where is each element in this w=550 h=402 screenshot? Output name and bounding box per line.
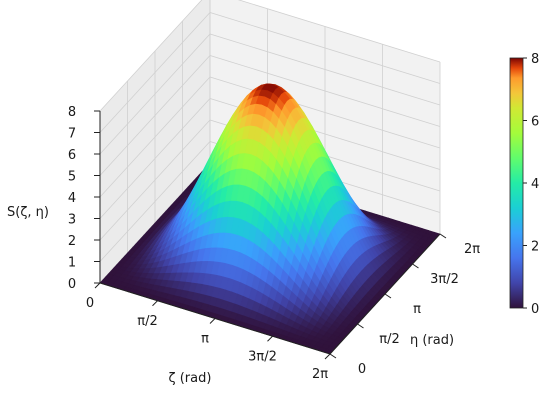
z-grid-line-1 xyxy=(99,141,441,262)
colorbar-tick-label-3: 6 xyxy=(531,115,539,130)
x-tick-4 xyxy=(324,353,331,360)
z-grid-line-5 xyxy=(99,55,441,176)
z-tick-label-2: 2 xyxy=(68,234,76,249)
y-tick-label-4: 2π xyxy=(464,242,480,257)
z-tick-label-6: 6 xyxy=(68,148,76,163)
z-axis-label: S(ζ, η) xyxy=(7,205,49,220)
colorbar-tick-label-0: 0 xyxy=(531,302,539,317)
colorbar-tick-label-2: 4 xyxy=(531,177,539,192)
z-grid-line-2 xyxy=(99,119,441,241)
z-tick-label-3: 3 xyxy=(68,213,76,228)
tick-labels: 0 π/2 π 3π/2 2π 0 π/2 π 3π/2 2π 0 1 2 3 4 5 6 7 8 xyxy=(68,105,480,382)
z-grid-line-4 xyxy=(99,76,441,198)
y-tick-4 xyxy=(439,233,447,239)
x-tick-label-4: 2π xyxy=(312,367,328,382)
surface-mesh xyxy=(99,83,441,355)
z-tick-label-1: 1 xyxy=(68,256,76,271)
colorbar-tick-label-1: 2 xyxy=(531,240,539,255)
x-tick-label-0: 0 xyxy=(86,296,94,311)
z-tick-label-0: 0 xyxy=(68,277,76,292)
colorbar-tick-label-4: 8 xyxy=(531,52,539,67)
y-tick-label-3: 3π/2 xyxy=(430,272,459,287)
y-tick-label-1: π/2 xyxy=(379,332,399,347)
y-axis-label: η (rad) xyxy=(410,333,454,348)
x-tick-label-2: π xyxy=(201,332,209,347)
x-axis-label: ζ (rad) xyxy=(169,371,212,386)
y-tick-0 xyxy=(329,353,337,359)
z-grid-line-6 xyxy=(99,33,441,155)
x-tick-2 xyxy=(209,318,216,324)
y-tick-3 xyxy=(412,263,419,269)
x-tick-0 xyxy=(94,282,101,289)
z-tick-label-4: 4 xyxy=(68,191,76,206)
colorbar: 0 2 4 6 8 xyxy=(509,52,539,317)
y-tick-label-0: 0 xyxy=(358,362,366,377)
y-tick-2 xyxy=(384,293,392,299)
z-tick-label-5: 5 xyxy=(68,170,76,185)
z-grid-line-8 xyxy=(99,0,441,112)
x-tick-1 xyxy=(152,300,158,307)
z-tick-label-8: 8 xyxy=(68,105,76,120)
z-grid-line-7 xyxy=(99,12,441,133)
x-tick-label-1: π/2 xyxy=(137,314,157,329)
z-tick-label-7: 7 xyxy=(68,127,76,142)
y-tick-1 xyxy=(357,323,364,329)
z-grid-line-3 xyxy=(99,98,441,219)
x-tick-3 xyxy=(267,335,273,342)
x-tick-label-3: 3π/2 xyxy=(248,349,277,364)
y-tick-label-2: π xyxy=(413,302,421,317)
